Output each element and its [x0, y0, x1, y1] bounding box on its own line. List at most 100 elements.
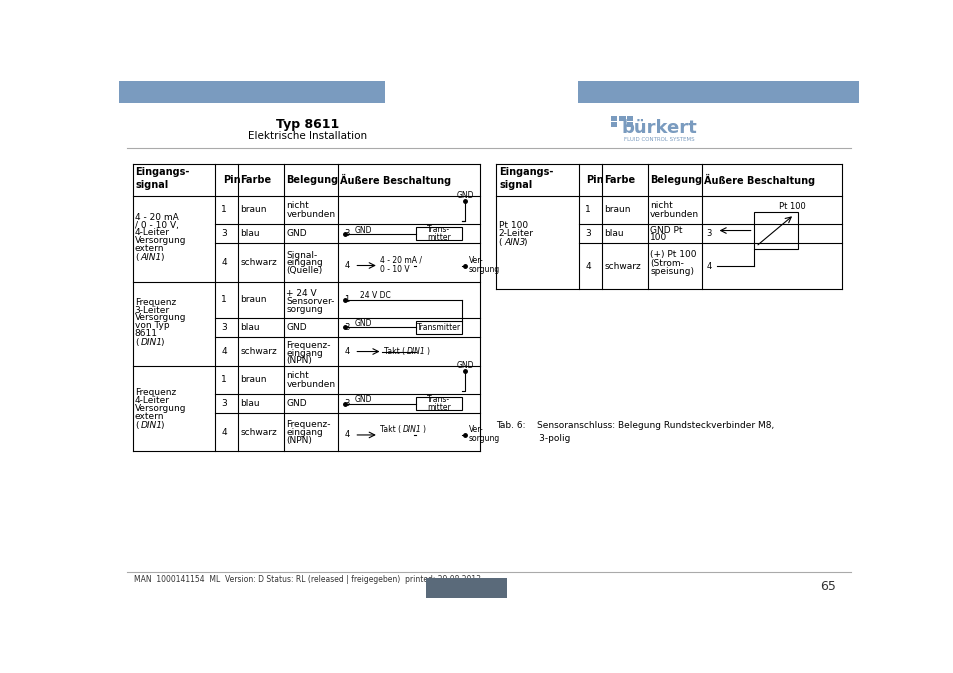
Text: Takt (: Takt ( [380, 425, 401, 434]
Text: sorgung: sorgung [469, 434, 499, 443]
Text: Frequenz: Frequenz [134, 388, 176, 398]
Bar [416, 227, 462, 240]
Text: 1: 1 [344, 295, 349, 304]
Text: AIN1: AIN1 [140, 253, 162, 262]
Text: extern: extern [134, 412, 164, 421]
Text: 4: 4 [221, 428, 227, 437]
Text: Frequenz-: Frequenz- [286, 420, 331, 429]
Text: nicht: nicht [286, 371, 309, 380]
Text: 1: 1 [221, 295, 227, 304]
Text: Pt 100: Pt 100 [498, 221, 527, 230]
Bar [577, 81, 858, 103]
Text: GND: GND [286, 399, 307, 408]
Text: GND: GND [456, 361, 474, 369]
Text: 8611: 8611 [134, 329, 157, 338]
Text: 4: 4 [706, 262, 711, 271]
Text: signal: signal [498, 180, 532, 190]
Text: Tab. 6:    Sensoranschluss: Belegung Rundsteckverbinder M8,: Tab. 6: Sensoranschluss: Belegung Rundst… [496, 421, 774, 430]
Text: 4-Leiter: 4-Leiter [134, 228, 170, 238]
Text: signal: signal [135, 180, 169, 190]
Bar [618, 116, 626, 120]
Text: 3: 3 [584, 229, 590, 238]
Text: (NPN): (NPN) [286, 435, 312, 445]
Text: + 24 V: + 24 V [286, 289, 316, 298]
Text: Belegung: Belegung [286, 175, 338, 184]
Text: 3: 3 [344, 229, 350, 238]
Text: MAN  1000141154  ML  Version: D Status: RL (released | freigegeben)  printed: 29: MAN 1000141154 ML Version: D Status: RL … [133, 575, 480, 583]
Text: braun: braun [240, 205, 267, 214]
Text: eingang: eingang [286, 349, 323, 357]
Text: Versorgung: Versorgung [134, 236, 186, 245]
Text: Versorgung: Versorgung [134, 404, 186, 413]
Text: Takt (: Takt ( [383, 347, 405, 356]
Text: (: ( [498, 238, 501, 248]
Text: sorgung: sorgung [286, 305, 323, 314]
Text: 24 V DC: 24 V DC [360, 291, 391, 299]
Text: 65: 65 [820, 579, 836, 592]
Bar [618, 116, 624, 120]
Text: mitter: mitter [427, 402, 451, 412]
Text: Transmitter: Transmitter [416, 323, 460, 332]
Text: braun: braun [240, 295, 267, 304]
Text: (+) Pt 100: (+) Pt 100 [649, 250, 696, 259]
Text: DIN1: DIN1 [140, 339, 163, 347]
Text: blau: blau [603, 229, 623, 238]
Text: eingang: eingang [286, 428, 323, 437]
Text: 4: 4 [344, 261, 349, 270]
Text: 3-Leiter: 3-Leiter [134, 306, 170, 314]
Text: 1: 1 [584, 205, 590, 214]
Text: Ver-: Ver- [469, 256, 483, 264]
Text: blau: blau [240, 229, 260, 238]
Text: blau: blau [240, 323, 260, 332]
Text: Elektrische Installation: Elektrische Installation [248, 131, 367, 141]
Bar [416, 397, 462, 411]
Text: (NPN): (NPN) [286, 356, 312, 365]
Text: ): ) [160, 339, 163, 347]
Text: (: ( [134, 421, 138, 430]
Text: blau: blau [240, 399, 260, 408]
Text: Ver-: Ver- [469, 425, 483, 434]
Text: braun: braun [603, 205, 630, 214]
Text: schwarz: schwarz [240, 428, 277, 437]
Text: deutsch: deutsch [447, 583, 486, 593]
Bar [119, 81, 385, 103]
Text: ): ) [426, 347, 429, 356]
Text: 3-polig: 3-polig [496, 434, 570, 443]
Text: Äußere Beschaltung: Äußere Beschaltung [340, 174, 451, 186]
Text: Typ 8611: Typ 8611 [275, 118, 339, 131]
Text: Pin: Pin [222, 175, 240, 184]
Text: / 0 - 10 V,: / 0 - 10 V, [134, 221, 178, 229]
Text: mitter: mitter [427, 233, 451, 242]
Text: 4: 4 [221, 347, 227, 356]
Text: GND: GND [355, 319, 373, 328]
Text: 4: 4 [221, 258, 227, 267]
Text: 1: 1 [221, 205, 227, 214]
Text: FLUID CONTROL SYSTEMS: FLUID CONTROL SYSTEMS [623, 137, 694, 142]
Text: verbunden: verbunden [286, 380, 335, 389]
Text: Frequenz: Frequenz [134, 297, 176, 307]
Text: ): ) [160, 253, 163, 262]
Text: 4: 4 [344, 431, 349, 439]
Text: (: ( [134, 339, 138, 347]
Text: (Strom-: (Strom- [649, 258, 683, 268]
Text: (Quelle): (Quelle) [286, 267, 322, 275]
Text: Sensorver-: Sensorver- [286, 297, 335, 306]
Text: GND: GND [286, 323, 307, 332]
Text: Pt 100: Pt 100 [779, 202, 805, 211]
Text: 3: 3 [706, 229, 711, 238]
Text: nicht: nicht [286, 201, 309, 209]
Text: Trans-: Trans- [427, 225, 450, 234]
Text: schwarz: schwarz [240, 347, 277, 356]
Text: schwarz: schwarz [240, 258, 277, 267]
Text: GND Pt: GND Pt [649, 225, 682, 234]
Text: ): ) [422, 425, 425, 434]
Text: 2-Leiter: 2-Leiter [498, 229, 533, 238]
Text: eingang: eingang [286, 258, 323, 267]
Text: Trans-: Trans- [427, 395, 450, 404]
Text: Farbe: Farbe [240, 175, 272, 184]
Text: Eingangs-: Eingangs- [498, 168, 553, 178]
Text: 3: 3 [344, 323, 350, 332]
Text: DIN1: DIN1 [140, 421, 163, 430]
Text: Signal-: Signal- [286, 250, 317, 260]
Text: AIN3: AIN3 [504, 238, 525, 248]
